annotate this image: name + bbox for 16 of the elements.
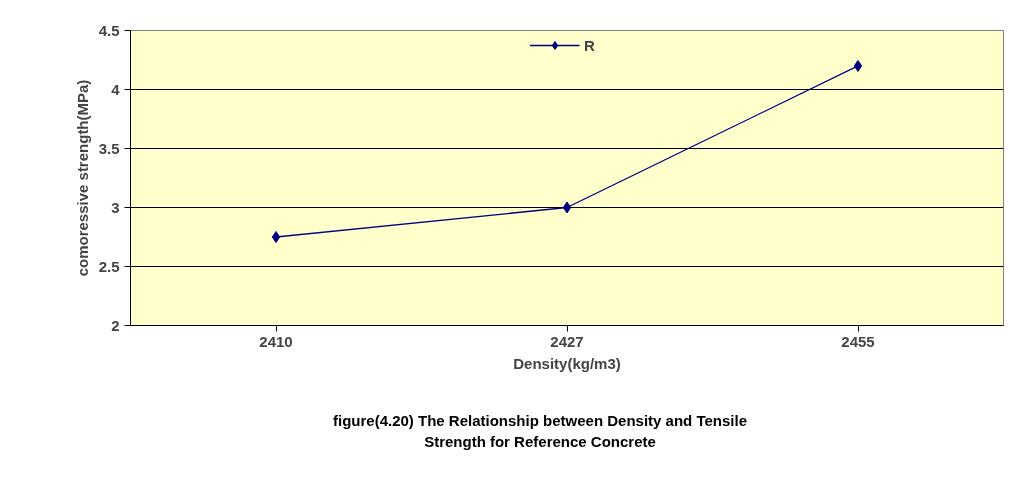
text: figure(4.20) The Relationship between Density and Tensile Strength for Reference Concrete (333, 411, 747, 453)
legend-label: R (584, 36, 596, 54)
y-tick-label: 2.5 (98, 257, 120, 275)
y-tick-label: 3.5 (98, 139, 120, 157)
y-tick-label: 2 (111, 316, 120, 334)
x-tick-label: 2410 (259, 332, 293, 350)
point (271, 231, 281, 243)
x-axis-title: Density(kg/m3) (513, 354, 621, 372)
x-tick-label: 2427 (550, 332, 584, 350)
y-tick-label: 3 (111, 198, 120, 216)
y-tick-label: 4 (111, 80, 121, 98)
y-axis-title: comoressive strength(MPa) (73, 79, 91, 277)
x-tick-label: 2455 (841, 332, 875, 350)
point (562, 201, 572, 214)
point (853, 59, 863, 72)
y-tick-label: 4.5 (98, 21, 120, 39)
